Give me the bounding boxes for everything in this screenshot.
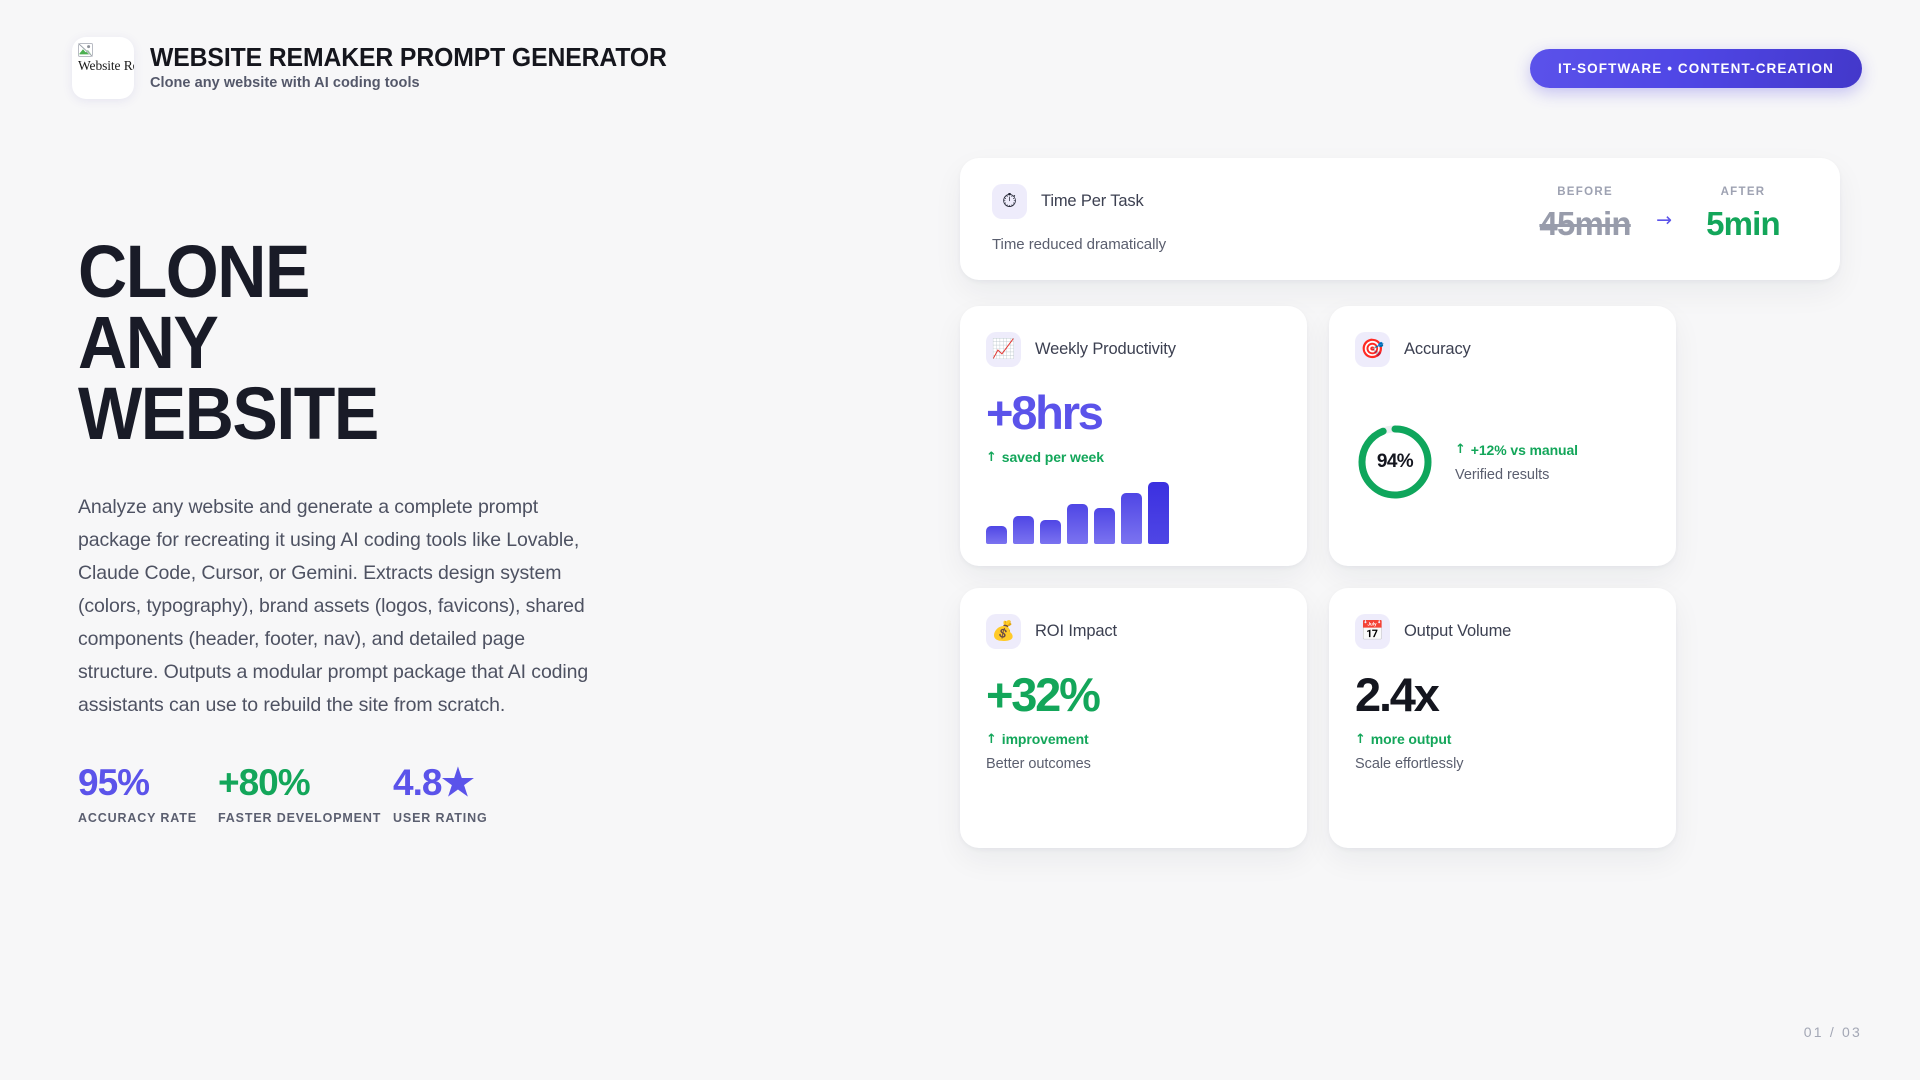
- bar: [1013, 516, 1034, 544]
- headline-line-3: WEBSITE: [78, 372, 379, 455]
- card-title: Accuracy: [1404, 340, 1471, 358]
- accuracy-info: ↑ +12% vs manual Verified results: [1455, 442, 1578, 483]
- page-title: WEBSITE REMAKER PROMPT GENERATOR: [150, 43, 667, 72]
- arrow-up-icon: ↑: [986, 731, 997, 747]
- card-header: 🎯 Accuracy: [1355, 332, 1650, 367]
- before-value: 45min: [1539, 205, 1631, 242]
- stopwatch-icon: ⏱: [992, 184, 1027, 219]
- metric-delta-label: +12% vs manual: [1470, 441, 1578, 458]
- card-header: ⏱ Time Per Task: [992, 184, 1166, 219]
- metric-value: +32%: [986, 668, 1101, 721]
- headline-line-2: ANY: [78, 301, 219, 384]
- arrow-up-icon: ↑: [986, 449, 997, 465]
- stat-user-rating: 4.8★ USER RATING: [393, 764, 553, 825]
- broken-image-icon: [78, 43, 93, 57]
- card-title: ROI Impact: [1035, 622, 1117, 640]
- metrics-panel: ⏱ Time Per Task Time reduced dramaticall…: [960, 158, 1840, 848]
- before-column: BEFORE 45min: [1520, 186, 1650, 242]
- bar: [1121, 493, 1142, 544]
- arrow-right-icon: →: [1656, 209, 1672, 232]
- calendar-icon: 📅: [1355, 614, 1390, 649]
- stat-value: 4.8★: [393, 762, 475, 803]
- card-title: Output Volume: [1404, 622, 1512, 640]
- card-output-volume: 📅 Output Volume 2.4x ↑ more output Scale…: [1329, 588, 1676, 848]
- stat-value: 95%: [78, 762, 150, 803]
- page-header: Website Remaker Prompt WEBSITE REMAKER P…: [0, 0, 1920, 136]
- page-indicator: 01 / 03: [1803, 1024, 1862, 1040]
- metric-card-grid: 📈 Weekly Productivity +8hrs ↑ saved per …: [960, 306, 1840, 848]
- stat-value: +80%: [218, 762, 311, 803]
- card-roi-impact: 💰 ROI Impact +32% ↑ improvement Better o…: [960, 588, 1307, 848]
- bar: [986, 526, 1007, 544]
- card-header: 💰 ROI Impact: [986, 614, 1281, 649]
- metric-delta: ↑ +12% vs manual: [1455, 442, 1578, 458]
- category-badge: IT-SOFTWARE • CONTENT-CREATION: [1530, 48, 1862, 88]
- hero-stats: 95% ACCURACY RATE +80% FASTER DEVELOPMEN…: [78, 764, 638, 825]
- bar: [1040, 520, 1061, 544]
- card-time-per-task: ⏱ Time Per Task Time reduced dramaticall…: [960, 158, 1840, 280]
- app-logo-alt-text: Website Remaker Prompt: [78, 58, 134, 73]
- metric-value: +8hrs: [986, 386, 1104, 439]
- card-subtitle: Time reduced dramatically: [992, 236, 1167, 253]
- app-logo: Website Remaker Prompt: [72, 37, 134, 99]
- headline-line-1: CLONE: [78, 230, 310, 313]
- metric-delta-label: improvement: [1001, 731, 1089, 747]
- bar: [1067, 504, 1088, 544]
- stat-label: FASTER DEVELOPMENT: [218, 810, 382, 825]
- arrow-up-icon: ↑: [1355, 731, 1366, 747]
- time-card-left: ⏱ Time Per Task Time reduced dramaticall…: [992, 184, 1166, 253]
- hero-description: Analyze any website and generate a compl…: [78, 496, 589, 716]
- metric-delta: ↑ improvement: [986, 731, 1281, 747]
- metric-sub: Better outcomes: [986, 756, 1091, 772]
- card-header: 📅 Output Volume: [1355, 614, 1650, 649]
- metric-delta: ↑ more output: [1355, 731, 1650, 747]
- money-bag-icon: 💰: [986, 614, 1021, 649]
- bar: [1148, 482, 1169, 544]
- brand: Website Remaker Prompt WEBSITE REMAKER P…: [72, 37, 683, 99]
- metric-sub: Verified results: [1455, 466, 1550, 483]
- hero-section: CLONE ANY WEBSITE Analyze any website an…: [78, 230, 638, 825]
- before-label: BEFORE: [1557, 186, 1613, 198]
- card-accuracy: 🎯 Accuracy 94% ↑ +12% vs manual Veri: [1329, 306, 1676, 566]
- card-title: Time Per Task: [1041, 192, 1144, 210]
- accuracy-donut-chart: 94%: [1355, 422, 1435, 502]
- metric-delta-label: saved per week: [1001, 449, 1104, 465]
- metric-value: 2.4x: [1355, 668, 1440, 721]
- card-title: Weekly Productivity: [1035, 340, 1176, 358]
- stat-accuracy-rate: 95% ACCURACY RATE: [78, 764, 218, 825]
- metric-sub: Scale effortlessly: [1355, 756, 1464, 772]
- gauge-value: 94%: [1376, 451, 1414, 472]
- weekly-productivity-bar-chart: [986, 478, 1281, 544]
- title-group: WEBSITE REMAKER PROMPT GENERATOR Clone a…: [150, 43, 683, 92]
- hero-headline: CLONE ANY WEBSITE: [78, 230, 593, 455]
- target-icon: 🎯: [1355, 332, 1390, 367]
- page-subtitle: Clone any website with AI coding tools: [150, 75, 420, 92]
- bar: [1094, 508, 1115, 544]
- accuracy-gauge-row: 94% ↑ +12% vs manual Verified results: [1355, 422, 1650, 502]
- arrow-up-icon: ↑: [1455, 442, 1466, 457]
- metric-delta-label: more output: [1370, 731, 1452, 747]
- card-weekly-productivity: 📈 Weekly Productivity +8hrs ↑ saved per …: [960, 306, 1307, 566]
- after-label: AFTER: [1720, 186, 1766, 198]
- stat-label: ACCURACY RATE: [78, 810, 197, 825]
- stat-faster-development: +80% FASTER DEVELOPMENT: [218, 764, 393, 825]
- after-column: AFTER 5min: [1678, 186, 1808, 242]
- stat-label: USER RATING: [393, 810, 488, 825]
- before-after-comparison: BEFORE 45min → AFTER 5min: [1520, 184, 1808, 242]
- chart-increasing-icon: 📈: [986, 332, 1021, 367]
- card-header: 📈 Weekly Productivity: [986, 332, 1281, 367]
- metric-delta: ↑ saved per week: [986, 449, 1281, 465]
- after-value: 5min: [1706, 205, 1781, 242]
